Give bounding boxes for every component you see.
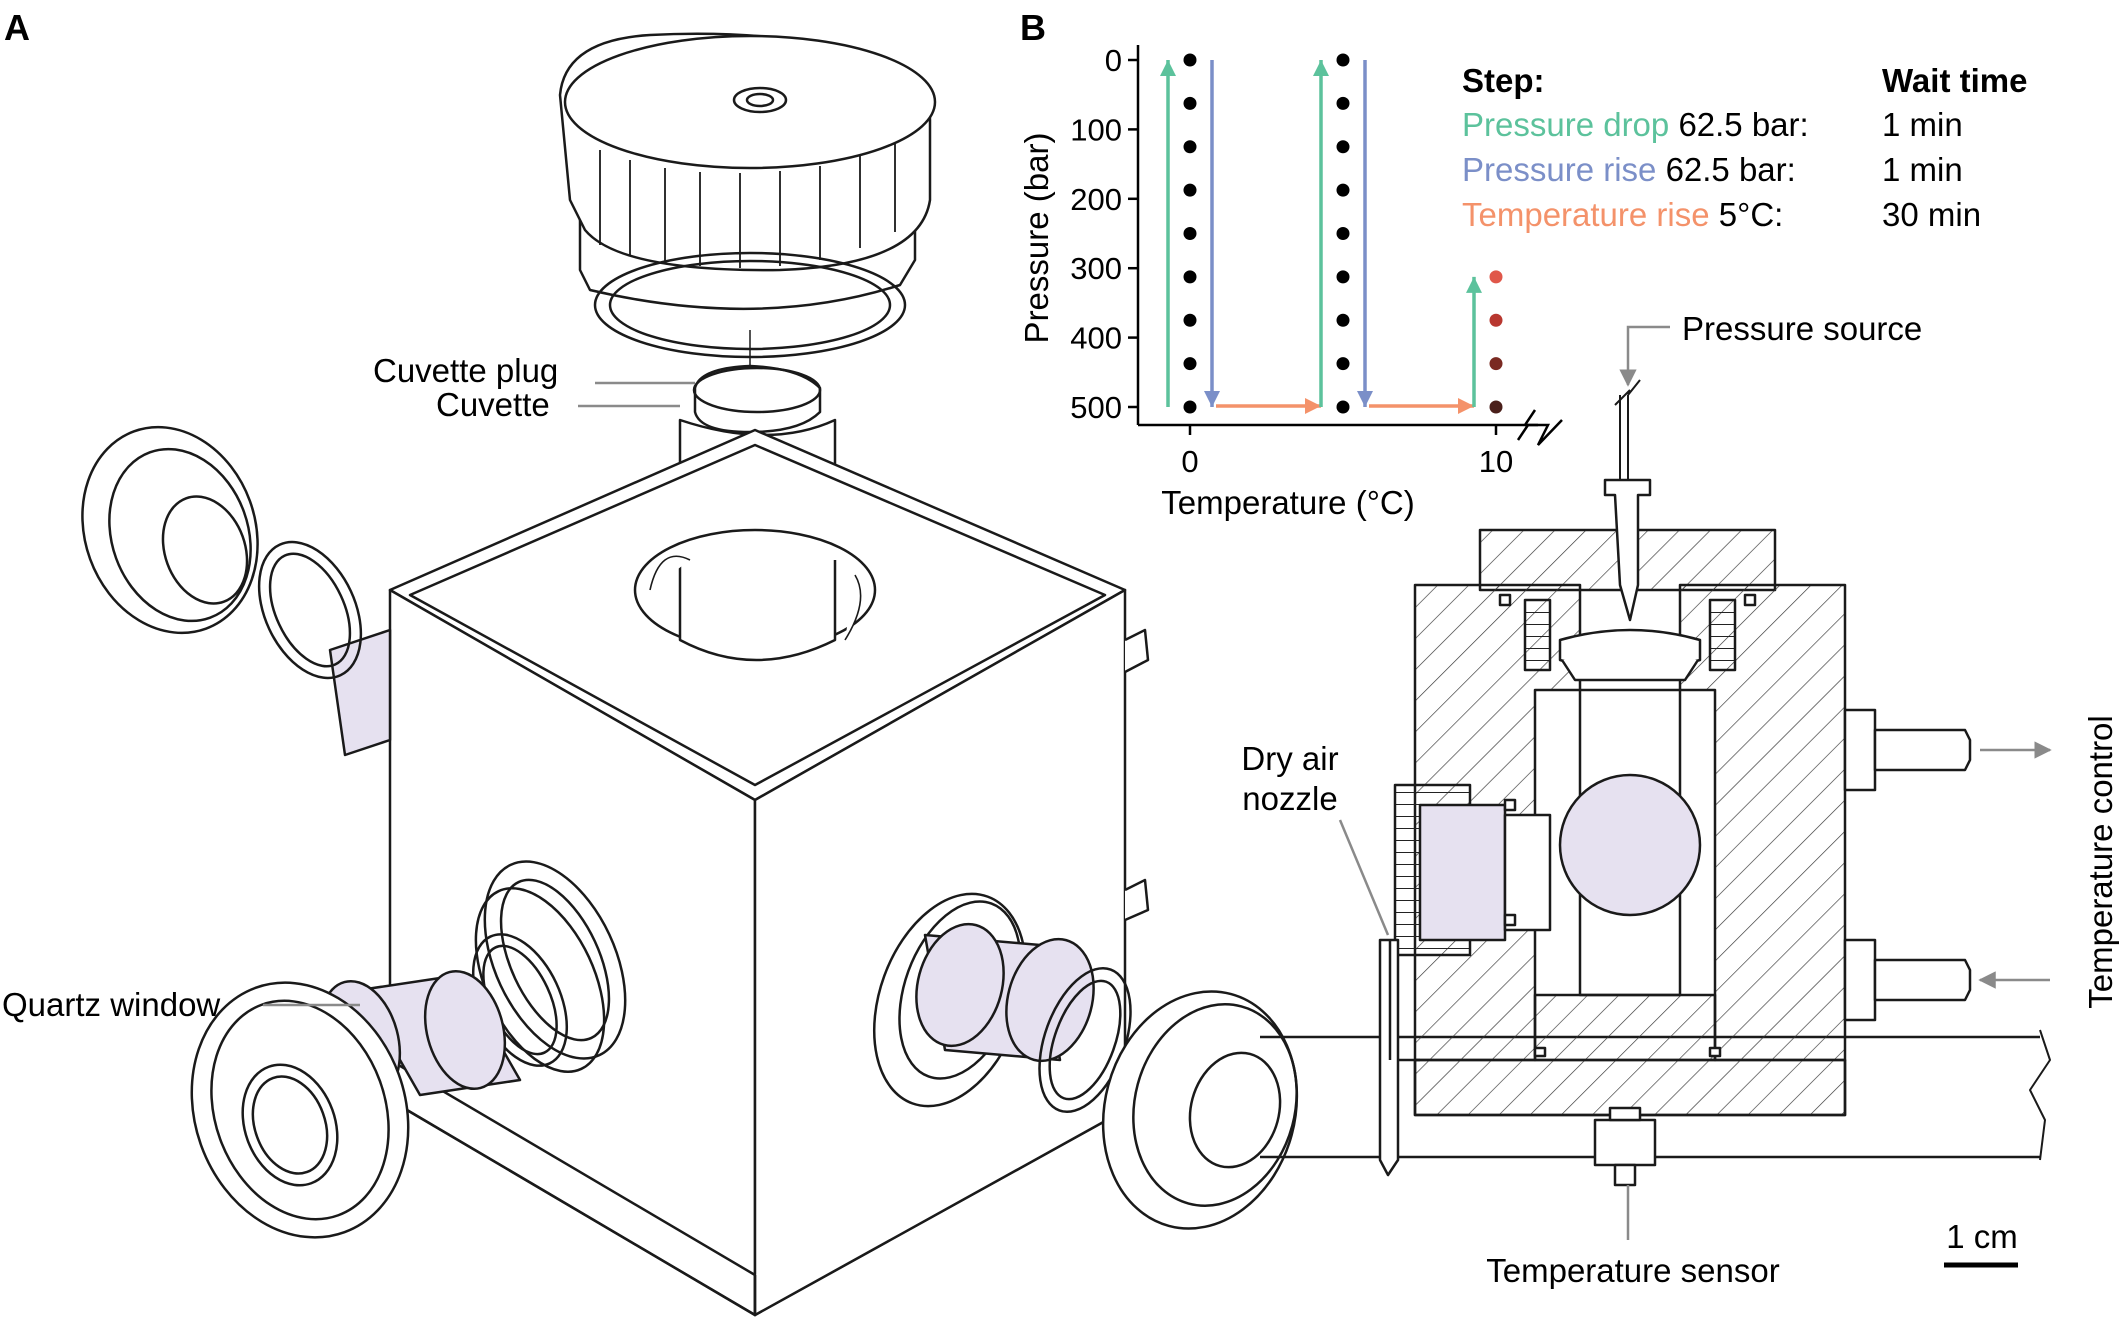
data-point (1489, 313, 1503, 327)
data-point (1183, 313, 1197, 327)
data-point (1336, 400, 1350, 414)
temperature-rise-arrow (1216, 398, 1321, 414)
threaded-plug-left (190, 981, 410, 1239)
step-row: Pressure rise 62.5 bar: (1462, 151, 1796, 188)
y-tick-label: 500 (1070, 390, 1122, 425)
cell-block-assembly (81, 32, 1299, 1317)
back-left-port (328, 628, 392, 757)
temperature-sensor (1593, 1106, 1657, 1187)
data-point (1183, 96, 1197, 110)
cross-section (1260, 379, 2051, 1187)
scale-bar-label: 1 cm (1946, 1218, 2018, 1255)
data-point (1183, 53, 1197, 67)
cuvette-plug (692, 364, 822, 434)
x-tick-label: 0 (1181, 444, 1198, 479)
nozzle-label: nozzle (1242, 780, 1337, 817)
data-point (1183, 227, 1197, 240)
dry-air-label: Dry air (1241, 740, 1338, 777)
temperature-rise-arrow (1369, 398, 1474, 414)
panel-a-label: A (4, 7, 30, 48)
data-point (1336, 140, 1350, 154)
step-name: Pressure drop (1462, 106, 1669, 143)
cuvette-section (1558, 773, 1702, 917)
data-point (1489, 400, 1503, 414)
data-point (1183, 270, 1197, 284)
pressure-temperature-chart: 0 100 200 300 400 500 0 10 Pressure (bar) Temp… (1018, 43, 1563, 521)
data-point (1489, 270, 1503, 284)
y-tick-label: 0 (1105, 43, 1122, 78)
x-tick-label: 10 (1479, 444, 1513, 479)
pressure-source-arrow (1619, 325, 1670, 387)
step-header: Step: (1462, 62, 1545, 99)
step-wait: 1 min (1882, 106, 1963, 143)
y-axis-label: Pressure (bar) (1018, 133, 1055, 344)
quartz-window-section (1418, 803, 1507, 942)
step-arrows (1160, 60, 1482, 414)
pressure-rise-arrow (1204, 60, 1220, 407)
data-point (1183, 400, 1197, 414)
data-point (1336, 96, 1350, 110)
x-axis-label: Temperature (°C) (1161, 484, 1414, 521)
step-wait: 1 min (1882, 151, 1963, 188)
quartz-window-right (915, 922, 1095, 1063)
data-point (1336, 53, 1350, 67)
data-point (1183, 183, 1197, 197)
data-point (1336, 183, 1350, 197)
hose-barb-top (1843, 708, 1972, 792)
x-axis-break (1525, 419, 1563, 446)
pressure-drop-arrow (1466, 276, 1482, 407)
data-point (1183, 357, 1197, 371)
hose-barb-bottom (1843, 938, 1972, 1022)
y-tick-label: 400 (1070, 321, 1122, 356)
pressure-rise-arrow (1357, 60, 1373, 407)
pressure-drop-arrow (1313, 60, 1329, 407)
data-point (1336, 313, 1350, 327)
x-axis (1138, 409, 1538, 441)
step-name: Pressure rise (1462, 151, 1656, 188)
temperature-control-label: Temperature control (2082, 715, 2119, 1008)
pressure-inlet (1603, 478, 1652, 622)
data-points (1183, 53, 1503, 414)
pressure-drop-arrow (1160, 60, 1176, 407)
threaded-plug-back (81, 425, 259, 635)
data-point (1489, 357, 1503, 371)
body-right (1678, 583, 1847, 1062)
step-wait: 30 min (1882, 196, 1981, 233)
cuvette-label: Cuvette (436, 386, 550, 423)
cuvette-plug-label: Cuvette plug (373, 352, 558, 389)
step-amount: 62.5 bar: (1666, 151, 1796, 188)
data-point (1336, 357, 1350, 371)
temperature-sensor-label: Temperature sensor (1486, 1252, 1779, 1289)
step-row: Pressure drop 62.5 bar: (1462, 106, 1809, 143)
step-amount: 62.5 bar: (1678, 106, 1808, 143)
x-ticks: 0 10 (1181, 425, 1513, 479)
cross-section-callouts (1338, 325, 2052, 1240)
pressure-source-label: Pressure source (1682, 310, 1922, 347)
y-tick-label: 200 (1070, 182, 1122, 217)
y-tick-label: 300 (1070, 251, 1122, 286)
step-name: Temperature rise (1462, 196, 1710, 233)
data-point (1336, 270, 1350, 284)
quartz-window-label: Quartz window (2, 986, 220, 1023)
panel-b-label: B (1020, 7, 1046, 48)
step-row: Temperature rise 5°C: (1462, 196, 1783, 233)
threaded-plug-right (1101, 990, 1299, 1230)
knurled-cap (558, 32, 937, 359)
wait-header: Wait time (1882, 62, 2027, 99)
steps-table: Step: Wait time Pressure drop 62.5 bar: … (1462, 62, 2027, 233)
retaining-ring-back (257, 540, 363, 680)
y-ticks: 0 100 200 300 400 500 (1070, 43, 1138, 425)
data-point (1336, 227, 1350, 240)
dry-air-leader (1338, 819, 1390, 936)
y-tick-label: 100 (1070, 112, 1122, 147)
step-amount: 5°C: (1719, 196, 1784, 233)
data-point (1183, 140, 1197, 154)
